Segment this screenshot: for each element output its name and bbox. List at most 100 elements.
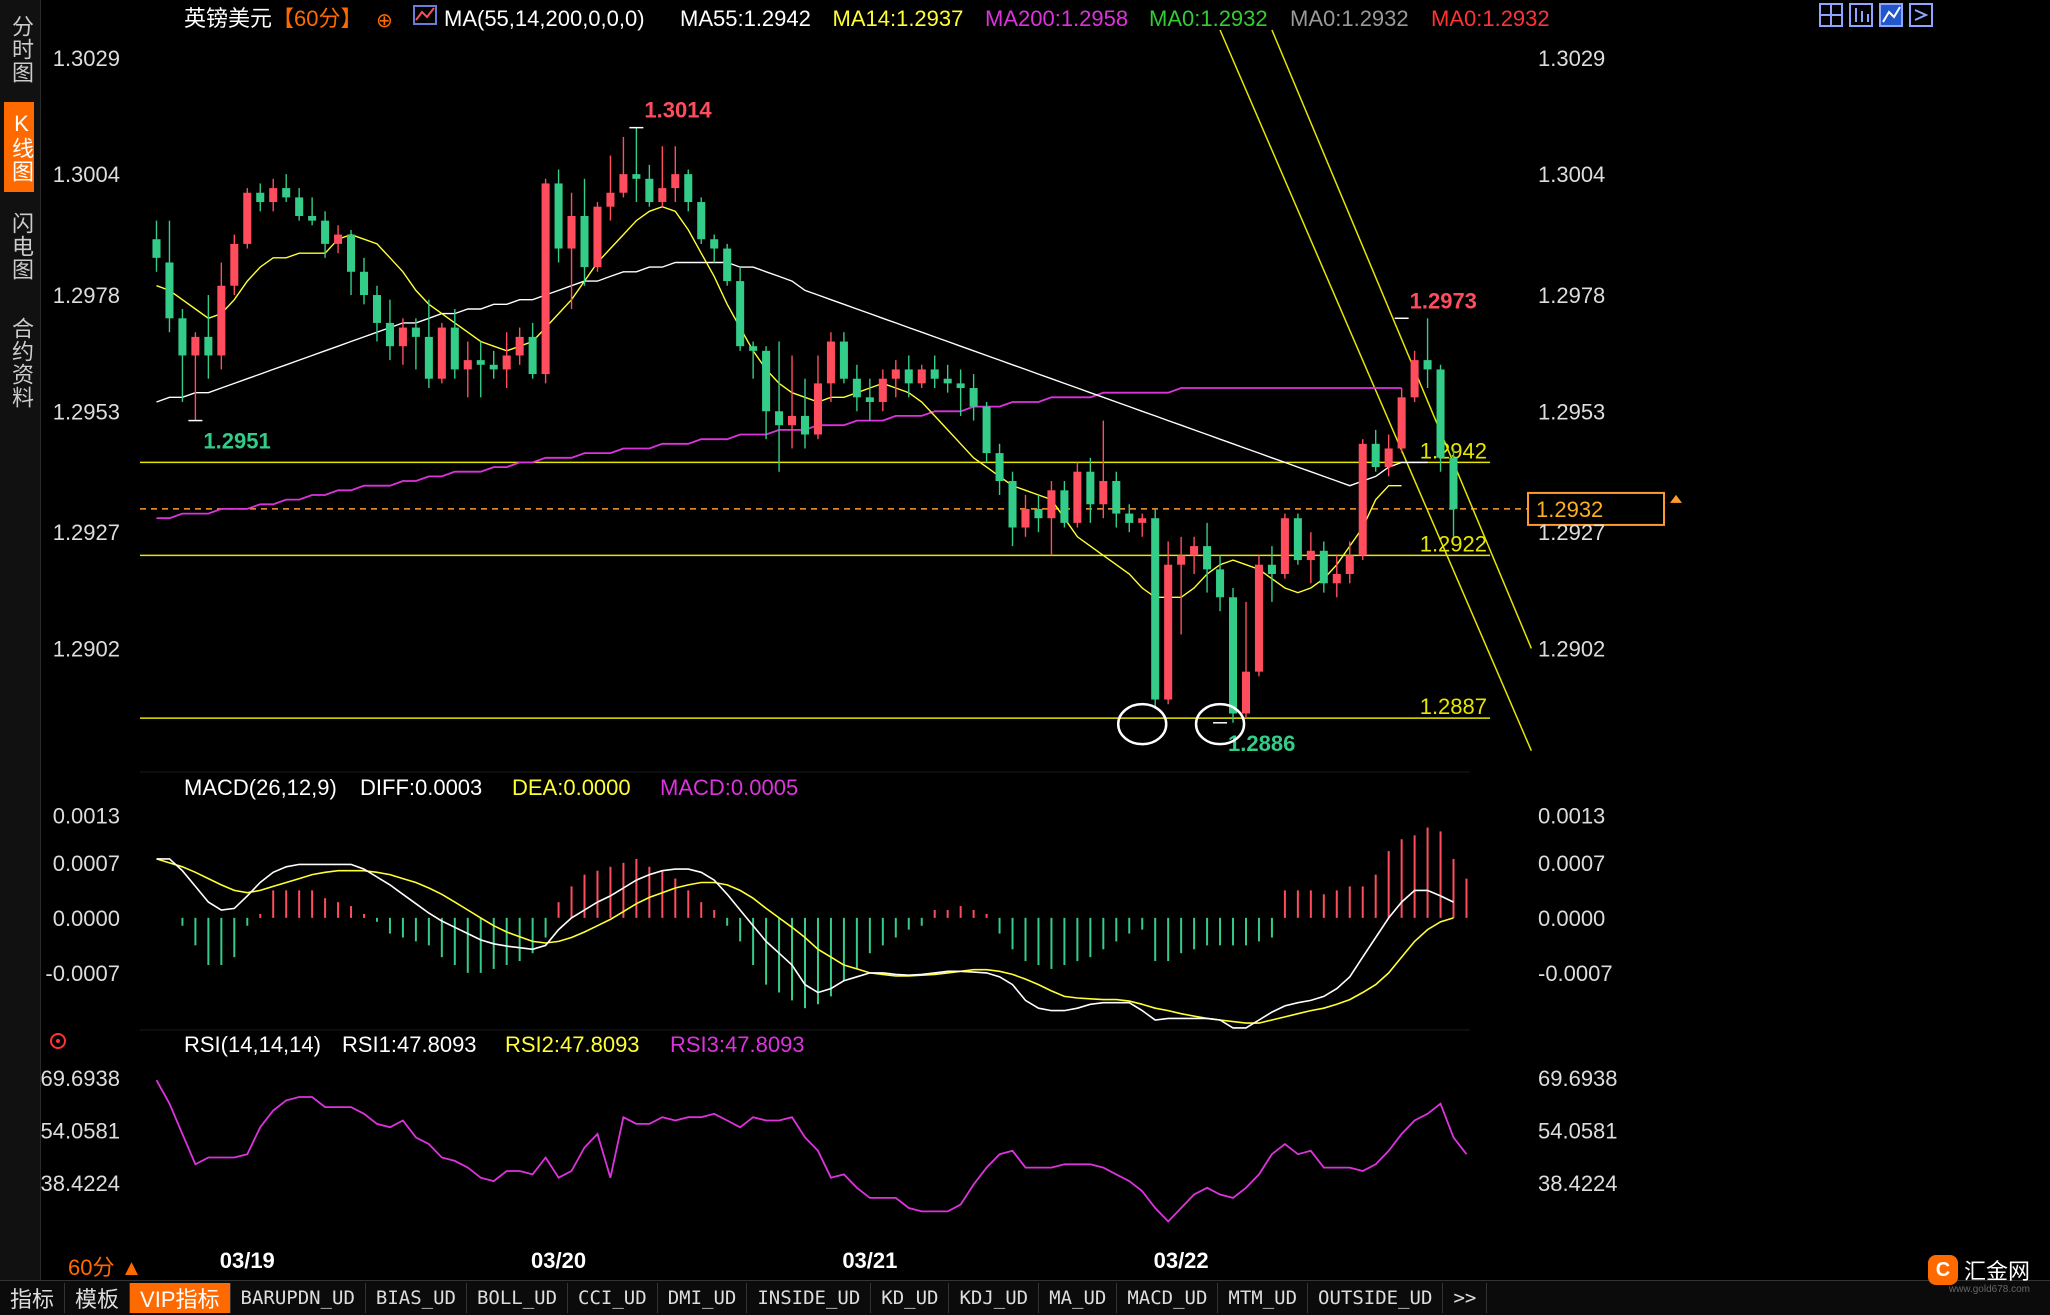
indicator-bar: 指标 模板 VIP指标 BARUPDN_UD BIAS_UD BOLL_UD CCI_UD D…	[0, 1280, 2050, 1315]
candle-body	[1267, 564, 1276, 575]
candle-body	[1241, 671, 1251, 714]
candle-body	[593, 206, 602, 268]
candle-body	[749, 346, 758, 351]
rsi2-label: RSI2:47.8093	[505, 1032, 640, 1057]
ma-legend-item: MA55:1.2942	[680, 6, 811, 31]
indicator-tab[interactable]: 指标	[0, 1283, 66, 1313]
candle-body	[930, 369, 939, 379]
indicator-tab[interactable]: BIAS_UD	[366, 1283, 467, 1313]
rsi-settings-icon[interactable]	[50, 1033, 66, 1049]
indicator-tab[interactable]: DMI_UD	[658, 1283, 748, 1313]
candle-body	[541, 183, 550, 375]
candle-body	[295, 197, 304, 216]
candle-body	[943, 378, 952, 384]
tab-kline[interactable]: K线图	[4, 102, 34, 192]
indicator-tab[interactable]: VIP指标	[130, 1283, 231, 1313]
indicator-tab[interactable]: MTM_UD	[1218, 1283, 1309, 1313]
indicator-tab[interactable]: BARUPDN_UD	[231, 1283, 366, 1313]
price-axis-right-label: 1.2953	[1538, 399, 1605, 424]
candle-body	[645, 178, 654, 203]
brand-url: www.gold678.com	[1948, 1284, 2030, 1295]
candle-body	[1164, 564, 1173, 700]
expand-icon[interactable]	[1909, 3, 1933, 27]
date-axis-label: 03/20	[531, 1248, 586, 1273]
candle-body	[1099, 481, 1108, 505]
period-tag: 【60分】	[272, 6, 362, 31]
indicator-tab[interactable]: KDJ_UD	[949, 1283, 1040, 1313]
candle-body	[839, 341, 848, 379]
candle-body	[671, 174, 680, 189]
indicator-tab[interactable]: MA_UD	[1039, 1283, 1118, 1313]
candle-body	[684, 174, 693, 203]
indicator-tab[interactable]: KD_UD	[871, 1283, 950, 1313]
low-price-label: 1.2951	[203, 429, 270, 454]
indicator-tab[interactable]: INSIDE_UD	[747, 1283, 872, 1313]
candle-body	[1345, 555, 1354, 575]
indicator-tab[interactable]: BOLL_UD	[467, 1283, 569, 1313]
macd-axis-right-label: 0.0013	[1538, 804, 1605, 829]
high-price-label: 1.2973	[1410, 288, 1477, 313]
candle-body	[1358, 443, 1367, 556]
candle-body	[476, 360, 485, 365]
candle-body	[1138, 518, 1147, 523]
date-axis-label: 03/21	[842, 1248, 897, 1273]
candle-body	[1319, 550, 1328, 584]
macd-axis-left-label: 0.0000	[53, 906, 120, 931]
price-axis-left-label: 1.2978	[53, 283, 120, 308]
candle-body	[1397, 397, 1406, 449]
indicator-tab[interactable]: MACD_UD	[1117, 1283, 1219, 1313]
candle-body	[697, 202, 706, 240]
indicator-tab[interactable]: OUTSIDE_UD	[1308, 1283, 1444, 1313]
candle-body	[165, 262, 174, 319]
candle-body	[1293, 518, 1302, 561]
candle-body	[580, 215, 589, 268]
candle-body	[775, 411, 784, 426]
macd-legend: MACD(26,12,9) DIFF:0.0003 DEA:0.0000 MAC…	[184, 775, 798, 800]
indicator-tab[interactable]: CCI_UD	[568, 1283, 658, 1313]
ma-params: MA(55,14,200,0,0,0)	[444, 6, 645, 31]
price-axis-left-label: 1.2927	[53, 520, 120, 545]
rsi1-label: RSI1:47.8093	[342, 1032, 477, 1057]
axes: 1.3029 1.3029 1.3004 1.3004 1.2978 1.2978 1.29…	[40, 46, 1617, 1273]
candle-body	[178, 318, 187, 356]
candle-body	[372, 295, 382, 323]
candle-body	[917, 369, 926, 384]
bars-icon[interactable]	[1849, 3, 1873, 27]
candle-body	[528, 336, 537, 375]
indicator-tab[interactable]: 模板	[65, 1283, 131, 1313]
candle-body	[852, 378, 861, 398]
candle-body	[424, 336, 433, 379]
target-icon[interactable]: ⊕	[376, 10, 393, 32]
indicator-tab[interactable]: >>	[1443, 1283, 1488, 1313]
rsi-axis-left-label: 69.6938	[40, 1066, 120, 1091]
view-sidebar: 分时图 K线图 闪电图 合约资料	[0, 0, 41, 1280]
candle-body	[1410, 360, 1419, 398]
grid-icon[interactable]	[1819, 3, 1843, 27]
current-price-label: 1.2932	[1536, 497, 1603, 522]
macd-axis-left-label: 0.0007	[53, 851, 120, 876]
support-resistance-label: 1.2887	[1420, 694, 1487, 719]
period-selector[interactable]: 60分 ▲	[68, 1255, 143, 1280]
tab-lightning[interactable]: 闪电图	[9, 211, 34, 281]
candle-body	[813, 383, 822, 435]
candle-body	[956, 383, 965, 389]
macd-axis-right-label: 0.0000	[1538, 906, 1605, 931]
trend-lines	[1219, 29, 1533, 751]
rsi-line	[155, 1079, 1468, 1223]
line-chart-icon[interactable]	[1879, 3, 1903, 27]
candle-body	[619, 174, 628, 193]
chart-type-icon[interactable]	[413, 5, 437, 25]
trend-line	[1271, 29, 1533, 649]
rsi-axis-right-label: 54.0581	[1538, 1118, 1618, 1143]
candle-body	[982, 406, 991, 454]
tab-contract-info[interactable]: 合约资料	[9, 317, 34, 409]
rsi3-label: RSI3:47.8093	[670, 1032, 805, 1057]
candle-body	[1034, 508, 1043, 519]
macd-dea-line	[156, 858, 1454, 1024]
tab-timeshare[interactable]: 分时图	[9, 14, 34, 84]
candle-body	[230, 243, 239, 286]
candle-body	[788, 415, 797, 426]
low-price-label: 1.2886	[1228, 731, 1295, 756]
